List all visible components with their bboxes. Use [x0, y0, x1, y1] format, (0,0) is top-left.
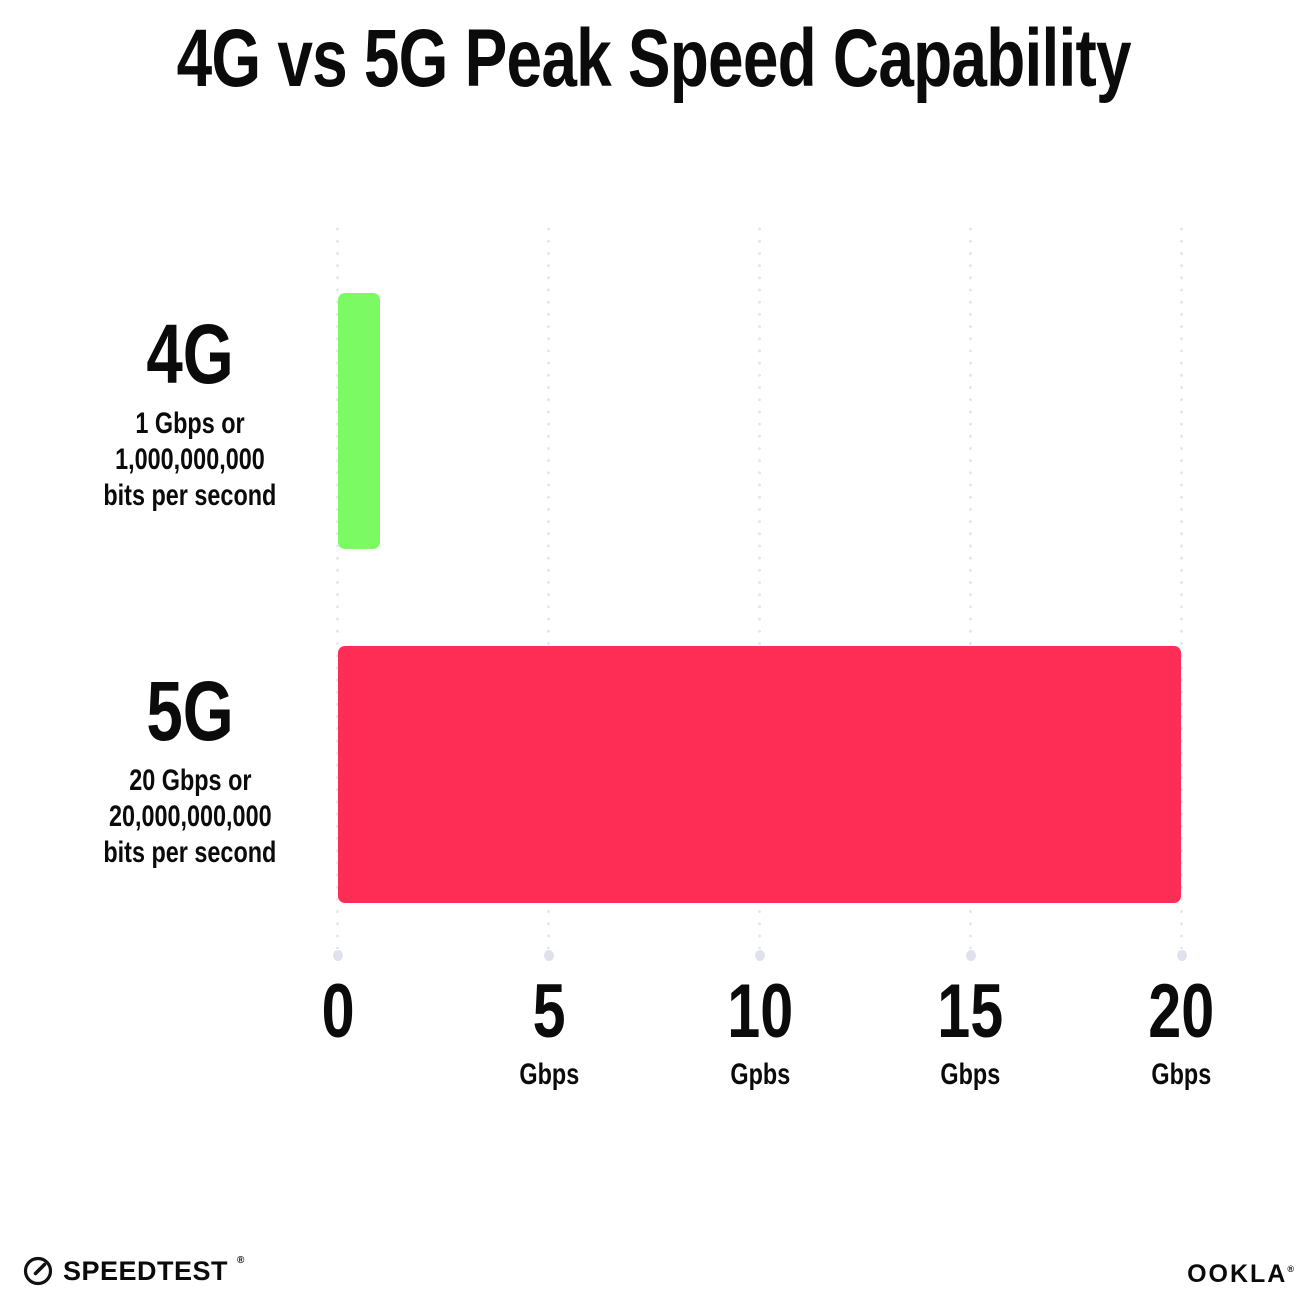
- speedtest-gauge-icon: [22, 1255, 54, 1287]
- x-tick-unit: [228, 1060, 448, 1090]
- desc-line-text: bits per second: [103, 836, 277, 869]
- x-tick-unit: Gpbs: [650, 1060, 870, 1090]
- x-tick-unit-text: Gbps: [519, 1058, 579, 1091]
- category-name-4g-text: 4G: [146, 307, 234, 401]
- x-tick-unit-text: Gpbs: [730, 1058, 790, 1091]
- category-label-4g: 4G 1 Gbps or 1,000,000,000 bits per seco…: [30, 312, 350, 514]
- x-tick-value-text: 10: [727, 969, 793, 1054]
- gridline-5: [547, 223, 550, 949]
- chart-title-text: 4G vs 5G Peak Speed Capability: [176, 13, 1132, 104]
- ookla-trademark: ®: [1287, 1264, 1294, 1274]
- x-tick-10: 10 Gpbs: [650, 974, 870, 1090]
- ookla-wordmark: OOKLA: [1187, 1260, 1288, 1288]
- category-label-5g: 5G 20 Gbps or 20,000,000,000 bits per se…: [30, 669, 350, 871]
- bar-5g: [338, 646, 1181, 903]
- x-tick-15: 15 Gbps: [860, 974, 1080, 1090]
- x-tick-value: 20: [1071, 974, 1291, 1050]
- category-name-5g: 5G: [30, 669, 350, 753]
- x-tick-value: 10: [650, 974, 870, 1050]
- gridline-15: [969, 223, 972, 949]
- speedtest-wordmark: SPEEDTEST: [63, 1255, 229, 1286]
- category-desc-4g: 1 Gbps or 1,000,000,000 bits per second: [30, 406, 350, 514]
- category-name-4g: 4G: [30, 312, 350, 396]
- gridline-0: [336, 223, 339, 949]
- x-tick-20: 20 Gbps: [1071, 974, 1291, 1090]
- bar-4g: [338, 293, 380, 549]
- desc-line: 1,000,000,000: [30, 442, 350, 478]
- gridline-10: [758, 223, 761, 949]
- x-tick-value: 15: [860, 974, 1080, 1050]
- x-tick-value-text: 5: [532, 969, 566, 1054]
- category-name-5g-text: 5G: [146, 664, 234, 758]
- x-tick-value-text: 0: [321, 969, 355, 1054]
- desc-line-text: 20 Gbps or: [128, 764, 252, 797]
- desc-line-text: bits per second: [103, 479, 277, 512]
- x-tick-unit: Gbps: [439, 1060, 659, 1090]
- x-tick-unit: Gbps: [1071, 1060, 1291, 1090]
- ookla-logo: OOKLA®: [1187, 1260, 1294, 1289]
- desc-line-text: 20,000,000,000: [108, 800, 272, 833]
- speedtest-logo: SPEEDTEST ®: [22, 1255, 244, 1287]
- desc-line: 20 Gbps or: [30, 763, 350, 799]
- category-desc-5g: 20 Gbps or 20,000,000,000 bits per secon…: [30, 763, 350, 871]
- x-tick-5: 5 Gbps: [439, 974, 659, 1090]
- x-tick-value: 0: [228, 974, 448, 1050]
- desc-line: bits per second: [30, 478, 350, 514]
- chart-title: 4G vs 5G Peak Speed Capability: [0, 13, 1308, 104]
- desc-line: bits per second: [30, 835, 350, 871]
- desc-line-text: 1,000,000,000: [115, 443, 265, 476]
- x-tick-unit-text: Gbps: [1151, 1058, 1211, 1091]
- desc-line: 20,000,000,000: [30, 799, 350, 835]
- x-tick-0: 0: [228, 974, 448, 1090]
- x-tick-value-text: 20: [1148, 969, 1214, 1054]
- desc-line-text: 1 Gbps or: [135, 407, 245, 440]
- speedtest-trademark: ®: [237, 1254, 245, 1266]
- x-tick-unit-text: Gbps: [940, 1058, 1000, 1091]
- x-tick-value-text: 15: [937, 969, 1003, 1054]
- x-tick-value: 5: [439, 974, 659, 1050]
- desc-line: 1 Gbps or: [30, 406, 350, 442]
- x-tick-unit: Gbps: [860, 1060, 1080, 1090]
- gridline-20: [1180, 223, 1183, 949]
